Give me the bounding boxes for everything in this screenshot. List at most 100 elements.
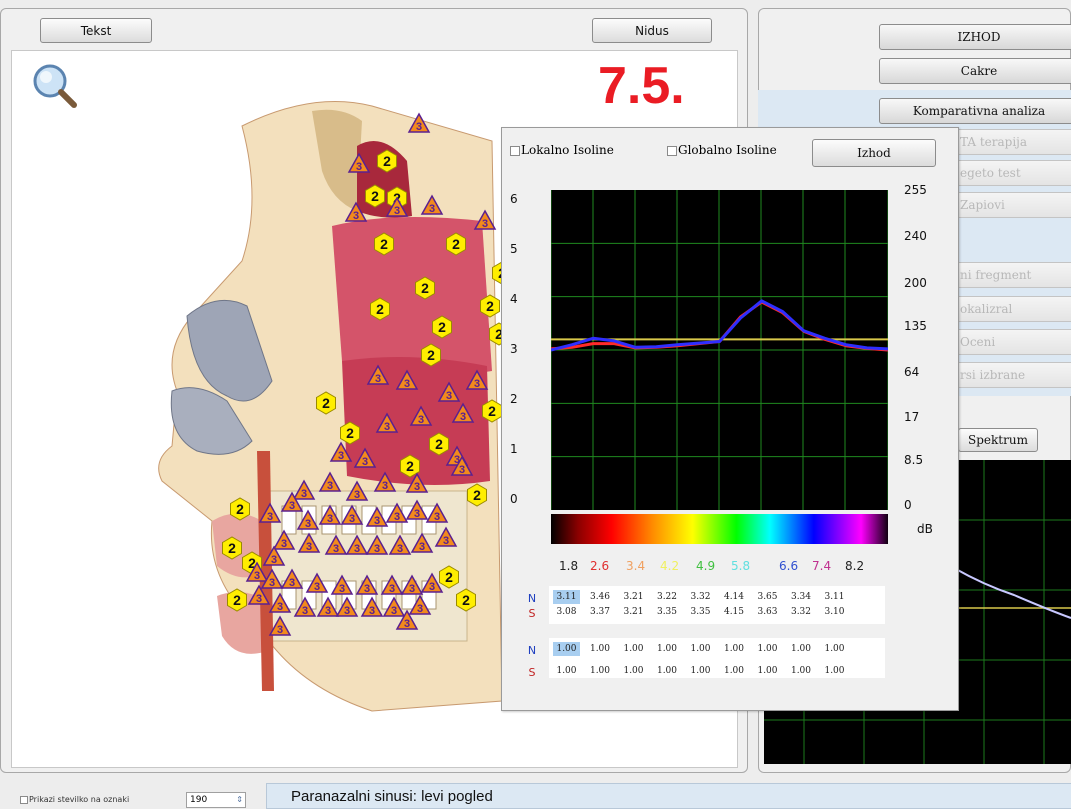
hex-marker[interactable]: 2 — [482, 399, 502, 423]
table-cell[interactable]: 3.22 — [656, 592, 678, 602]
triangle-marker[interactable]: 3 — [268, 592, 292, 613]
triangle-marker[interactable]: 3 — [382, 596, 406, 617]
table-cell[interactable]: 3.32 — [790, 607, 812, 617]
hex-marker[interactable]: 2 — [365, 184, 385, 208]
triangle-marker[interactable]: 3 — [473, 209, 497, 230]
table-cell[interactable]: 1.00 — [790, 666, 812, 676]
local-isolines-checkbox[interactable]: Lokalno Isoline — [510, 143, 614, 157]
table-cell[interactable]: 3.21 — [623, 607, 644, 617]
triangle-marker[interactable]: 3 — [434, 526, 458, 547]
triangle-marker[interactable]: 3 — [340, 504, 364, 525]
triangle-marker[interactable]: 3 — [330, 574, 354, 595]
triangle-marker[interactable]: 3 — [318, 471, 342, 492]
magnifier-icon[interactable] — [33, 64, 77, 108]
triangle-marker[interactable]: 3 — [347, 152, 371, 173]
global-isolines-checkbox[interactable]: Globalno Isoline — [667, 143, 777, 157]
table-cell[interactable]: 1.00 — [623, 644, 644, 654]
hex-marker[interactable]: 2 — [316, 391, 336, 415]
triangle-marker[interactable]: 3 — [292, 479, 316, 500]
triangle-marker[interactable]: 3 — [258, 502, 282, 523]
table-cell[interactable]: 4.15 — [723, 607, 745, 617]
triangle-marker[interactable]: 3 — [297, 532, 321, 553]
table-cell[interactable]: 1.00 — [757, 666, 778, 676]
table-cell[interactable]: 4.14 — [723, 592, 745, 602]
table-cell[interactable]: 3.11 — [824, 592, 845, 602]
table-cell[interactable]: 1.00 — [656, 644, 678, 654]
hex-marker[interactable]: 2 — [439, 565, 459, 589]
hex-marker[interactable]: 2 — [446, 232, 466, 256]
triangle-marker[interactable]: 3 — [293, 596, 317, 617]
triangle-marker[interactable]: 3 — [409, 405, 433, 426]
izhod-popup-button[interactable]: Izhod — [812, 139, 936, 167]
table-cell[interactable]: 3.63 — [757, 607, 778, 617]
triangle-marker[interactable]: 3 — [329, 441, 353, 462]
right-menu-button[interactable]: Cakre — [879, 58, 1071, 84]
table-cell[interactable]: 3.35 — [690, 607, 711, 617]
hex-marker[interactable]: 2 — [370, 297, 390, 321]
triangle-marker[interactable]: 3 — [365, 506, 389, 527]
triangle-marker[interactable]: 3 — [305, 572, 329, 593]
triangle-marker[interactable]: 3 — [400, 574, 424, 595]
hex-marker[interactable]: 2 — [467, 483, 487, 507]
table-cell[interactable]: 1.00 — [553, 642, 580, 656]
triangle-marker[interactable]: 3 — [420, 194, 444, 215]
table-cell[interactable]: 3.21 — [623, 592, 644, 602]
triangle-marker[interactable]: 3 — [345, 480, 369, 501]
triangle-marker[interactable]: 3 — [385, 502, 409, 523]
triangle-marker[interactable]: 3 — [318, 504, 342, 525]
table-cell[interactable]: 1.00 — [690, 644, 711, 654]
table-cell[interactable]: 1.00 — [723, 644, 745, 654]
table-cell[interactable]: 3.32 — [690, 592, 711, 602]
show-number-checkbox[interactable]: Prikazi stevilko na oznaki — [20, 795, 129, 804]
table-cell[interactable]: 1.00 — [690, 666, 711, 676]
checkbox-icon[interactable] — [20, 795, 28, 804]
table-cell[interactable]: 1.00 — [790, 644, 812, 654]
table-cell[interactable]: 3.37 — [589, 607, 611, 617]
hex-marker[interactable]: 2 — [456, 588, 476, 612]
spectrum-button[interactable]: Spektrum — [958, 428, 1038, 452]
triangle-marker[interactable]: 3 — [451, 402, 475, 423]
triangle-marker[interactable]: 3 — [280, 491, 304, 512]
triangle-marker[interactable]: 3 — [373, 471, 397, 492]
triangle-marker[interactable]: 3 — [272, 529, 296, 550]
triangle-marker[interactable]: 3 — [355, 574, 379, 595]
checkbox-icon[interactable] — [510, 145, 520, 156]
hex-marker[interactable]: 2 — [421, 343, 441, 367]
triangle-marker[interactable]: 3 — [353, 447, 377, 468]
table-cell[interactable]: 3.08 — [556, 607, 577, 617]
table-cell[interactable]: 3.65 — [757, 592, 778, 602]
triangle-marker[interactable]: 3 — [395, 369, 419, 390]
right-menu-button[interactable]: IZHOD — [879, 24, 1071, 50]
triangle-marker[interactable]: 3 — [420, 572, 444, 593]
hex-marker[interactable]: 2 — [227, 588, 247, 612]
table-cell[interactable]: 1.00 — [757, 644, 778, 654]
triangle-marker[interactable]: 3 — [316, 596, 340, 617]
triangle-marker[interactable]: 3 — [365, 534, 389, 555]
triangle-marker[interactable]: 3 — [335, 596, 359, 617]
triangle-marker[interactable]: 3 — [366, 364, 390, 385]
hex-marker[interactable]: 2 — [222, 536, 242, 560]
triangle-marker[interactable]: 3 — [405, 472, 429, 493]
table-cell[interactable]: 3.46 — [589, 592, 611, 602]
triangle-marker[interactable]: 3 — [410, 532, 434, 553]
table-cell[interactable]: 3.35 — [656, 607, 678, 617]
table-cell[interactable]: 1.00 — [656, 666, 678, 676]
triangle-marker[interactable]: 3 — [375, 412, 399, 433]
hex-marker[interactable]: 2 — [230, 497, 250, 521]
triangle-marker[interactable]: 3 — [407, 112, 431, 133]
triangle-marker[interactable]: 3 — [405, 499, 429, 520]
hex-marker[interactable]: 2 — [415, 276, 435, 300]
triangle-marker[interactable]: 3 — [437, 381, 461, 402]
table-cell[interactable]: 1.00 — [824, 644, 845, 654]
hex-marker[interactable]: 2 — [377, 149, 397, 173]
hex-marker[interactable]: 2 — [480, 294, 500, 318]
triangle-marker[interactable]: 3 — [408, 594, 432, 615]
hex-marker[interactable]: 2 — [429, 432, 449, 456]
triangle-marker[interactable]: 3 — [262, 545, 286, 566]
triangle-marker[interactable]: 3 — [268, 615, 292, 636]
triangle-marker[interactable]: 3 — [345, 534, 369, 555]
spinner-arrows-icon[interactable]: ⇕ — [236, 795, 243, 804]
triangle-marker[interactable]: 3 — [465, 369, 489, 390]
table-cell[interactable]: 1.00 — [723, 666, 745, 676]
triangle-marker[interactable]: 3 — [245, 561, 269, 582]
